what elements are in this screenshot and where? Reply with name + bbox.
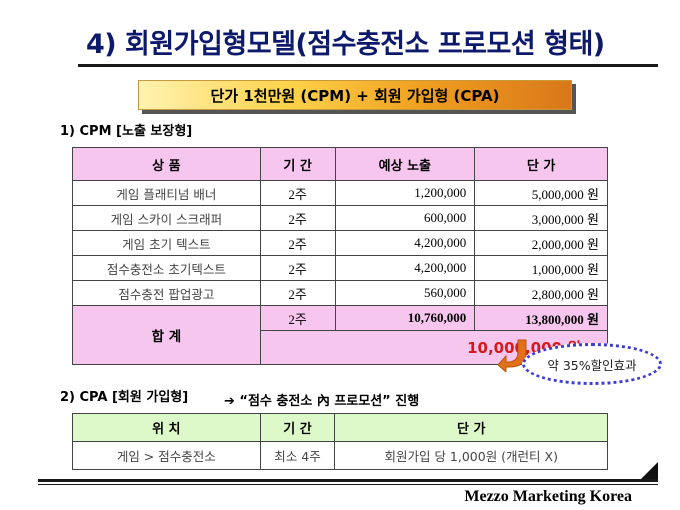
total-impressions: 10,760,000 bbox=[334, 305, 476, 331]
impressions-cell: 4,200,000 bbox=[334, 255, 476, 281]
product-cell: 게임 초기 텍스트 bbox=[72, 230, 261, 256]
price-cell: 회원가입 당 1,000원 (개런티 X) bbox=[334, 441, 608, 470]
cpa-promotion-note: ➔ “점수 충전소 內 프로모션” 진행 bbox=[224, 394, 420, 409]
footer-divider-thin bbox=[38, 484, 658, 485]
product-cell: 점수충전소 초기텍스트 bbox=[72, 255, 261, 281]
header-price: 단 가 bbox=[474, 147, 608, 181]
cpa-header-row: 위 치 기 간 단 가 bbox=[72, 413, 608, 442]
product-cell: 게임 플래티넘 배너 bbox=[72, 180, 261, 206]
period-cell: 2주 bbox=[259, 255, 336, 281]
cpm-header-row: 상 품 기 간 예상 노출 단 가 bbox=[72, 147, 608, 181]
price-cell: 3,000,000 원 bbox=[474, 205, 608, 231]
table-row: 게임 초기 텍스트 2주 4,200,000 2,000,000 원 bbox=[72, 230, 608, 256]
table-row: 게임 > 점수충전소 최소 4주 회원가입 당 1,000원 (개런티 X) bbox=[72, 441, 608, 470]
table-row: 게임 스카이 스크래퍼 2주 600,000 3,000,000 원 bbox=[72, 205, 608, 231]
header-period: 기 간 bbox=[259, 413, 336, 442]
period-cell: 2주 bbox=[259, 280, 336, 306]
price-cell: 2,000,000 원 bbox=[474, 230, 608, 256]
impressions-cell: 600,000 bbox=[334, 205, 476, 231]
price-cell: 2,800,000 원 bbox=[474, 280, 608, 306]
impressions-cell: 1,200,000 bbox=[334, 180, 476, 206]
cpm-table: 상 품 기 간 예상 노출 단 가 게임 플래티넘 배너 2주 1,200,00… bbox=[72, 147, 609, 365]
company-footer: Mezzo Marketing Korea bbox=[464, 488, 632, 505]
discount-callout: 약 35%할인효과 bbox=[522, 343, 662, 385]
footer-divider bbox=[38, 479, 658, 482]
header-impressions: 예상 노출 bbox=[334, 147, 476, 181]
price-cell: 1,000,000 원 bbox=[474, 255, 608, 281]
period-cell: 2주 bbox=[259, 205, 336, 231]
total-row: 합 계 2주 10,760,000 13,800,000 원 bbox=[72, 305, 608, 365]
header-location: 위 치 bbox=[72, 413, 261, 442]
impressions-cell: 4,200,000 bbox=[334, 230, 476, 256]
product-cell: 게임 스카이 스크래퍼 bbox=[72, 205, 261, 231]
corner-triangle-icon bbox=[638, 462, 658, 482]
page-title: 4) 회원가입형모델(점수충전소 프로모션 형태) bbox=[86, 29, 605, 60]
period-cell: 최소 4주 bbox=[259, 441, 336, 470]
total-price: 13,800,000 원 bbox=[474, 305, 608, 331]
impressions-cell: 560,000 bbox=[334, 280, 476, 306]
title-divider bbox=[78, 64, 658, 67]
cpa-section-heading: 2) CPA [회원 가입형] bbox=[60, 390, 189, 405]
period-cell: 2주 bbox=[259, 230, 336, 256]
header-price: 단 가 bbox=[334, 413, 608, 442]
total-label: 합 계 bbox=[72, 305, 261, 365]
pricing-banner: 단가 1천만원 (CPM) + 회원 가입형 (CPA) bbox=[138, 80, 572, 110]
cpa-table: 위 치 기 간 단 가 게임 > 점수충전소 최소 4주 회원가입 당 1,00… bbox=[72, 413, 608, 470]
product-cell: 점수충전 팝업광고 bbox=[72, 280, 261, 306]
cpm-section-heading: 1) CPM [노출 보장형] bbox=[60, 124, 193, 139]
table-row: 점수충전소 초기텍스트 2주 4,200,000 1,000,000 원 bbox=[72, 255, 608, 281]
table-row: 점수충전 팝업광고 2주 560,000 2,800,000 원 bbox=[72, 280, 608, 306]
price-cell: 5,000,000 원 bbox=[474, 180, 608, 206]
header-period: 기 간 bbox=[259, 147, 336, 181]
location-cell: 게임 > 점수충전소 bbox=[72, 441, 261, 470]
header-product: 상 품 bbox=[72, 147, 261, 181]
table-row: 게임 플래티넘 배너 2주 1,200,000 5,000,000 원 bbox=[72, 180, 608, 206]
total-period: 2주 bbox=[259, 305, 336, 331]
period-cell: 2주 bbox=[259, 180, 336, 206]
